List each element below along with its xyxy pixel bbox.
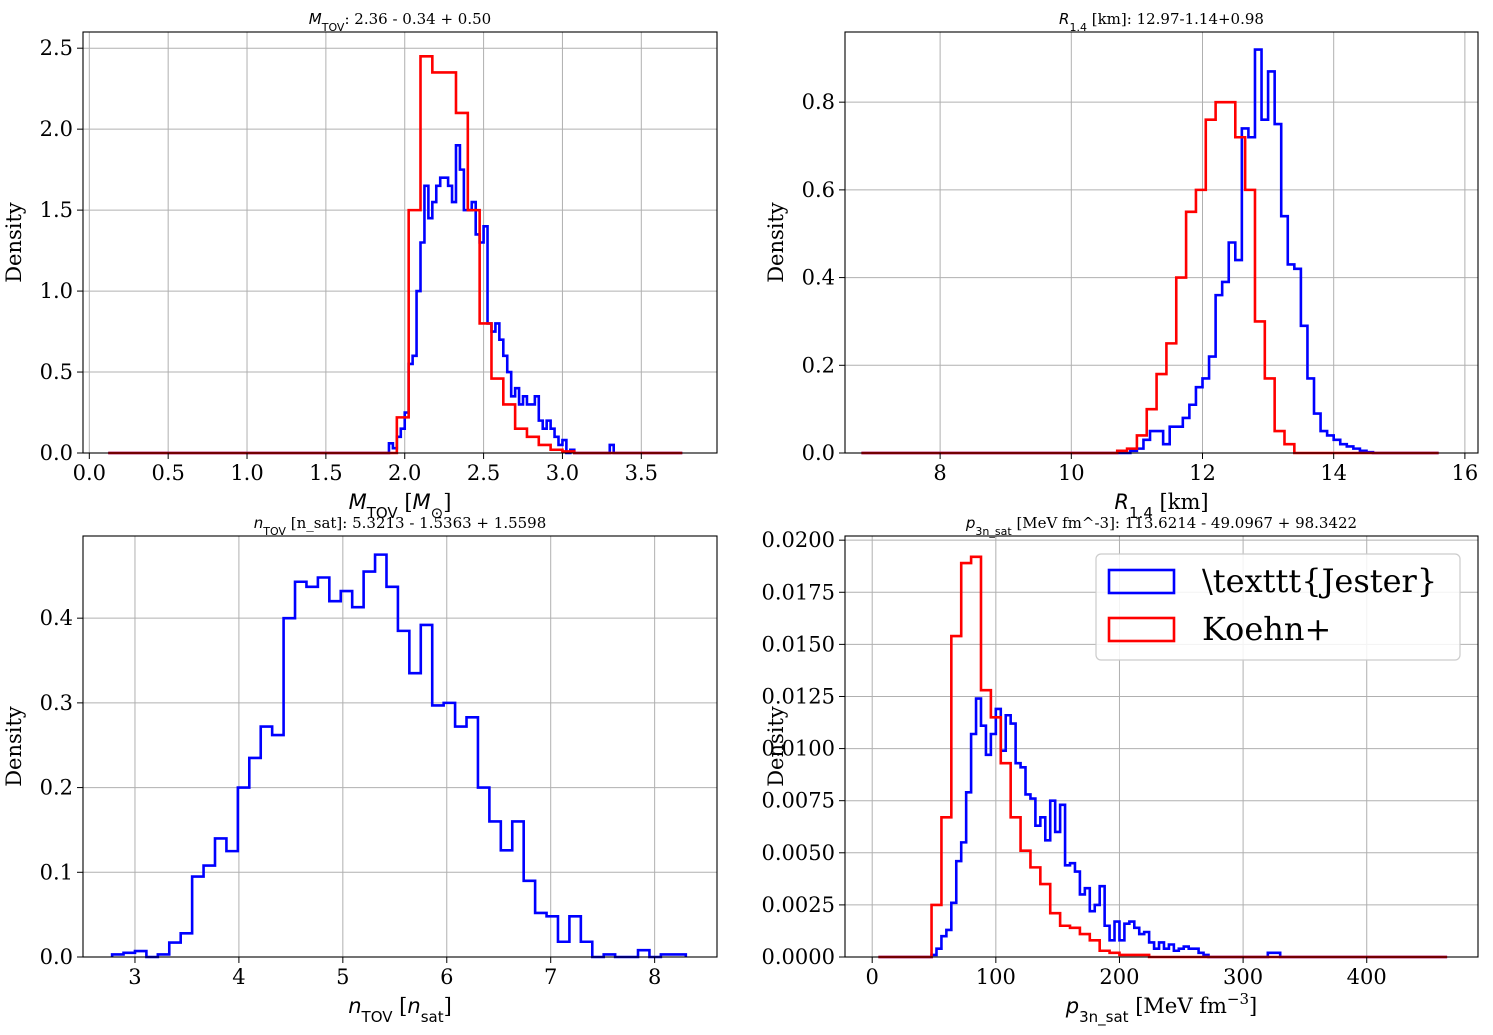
x-tick-label: 16 xyxy=(1452,461,1479,485)
y-tick-label: 2.0 xyxy=(40,117,73,141)
y-tick-label: 0.4 xyxy=(40,606,73,630)
y-tick-label: 0.0075 xyxy=(762,789,835,813)
y-tick-label: 1.0 xyxy=(40,279,73,303)
y-tick-label: 0.1 xyxy=(40,860,73,884)
y-tick-label: 0.0 xyxy=(40,945,73,969)
histogram-koehn xyxy=(861,100,1439,455)
axes-frame xyxy=(844,31,1479,454)
legend-swatch-jester xyxy=(1107,568,1176,595)
x-tick-label: 300 xyxy=(1223,965,1263,989)
x-tick-label: 5 xyxy=(336,965,349,989)
x-tick-label: 7 xyxy=(544,965,557,989)
histogram-jester xyxy=(110,553,688,959)
y-tick-label: 2.5 xyxy=(40,36,73,60)
y-tick-label: 0.4 xyxy=(802,266,835,290)
y-axis-label: Density xyxy=(764,706,788,787)
legend-label-jester: \texttt{Jester} xyxy=(1202,562,1437,600)
x-tick-label: 2.5 xyxy=(467,461,500,485)
x-tick-label: 3 xyxy=(128,965,141,989)
y-tick-label: 0.2 xyxy=(40,776,73,800)
y-axis-label: Density xyxy=(2,202,26,283)
y-tick-label: 0.3 xyxy=(40,691,73,715)
y-tick-label: 0.0200 xyxy=(762,528,835,552)
y-tick-label: 0.0 xyxy=(802,441,835,465)
x-tick-label: 400 xyxy=(1347,965,1387,989)
y-tick-label: 0.0100 xyxy=(762,737,835,761)
legend-frame xyxy=(1095,553,1461,661)
y-tick-label: 0.0025 xyxy=(762,893,835,917)
histogram-jester xyxy=(861,48,1439,455)
x-tick-label: 3.0 xyxy=(546,461,579,485)
y-tick-label: 1.5 xyxy=(40,198,73,222)
x-tick-label: 8 xyxy=(648,965,661,989)
x-axis-label: p3n_sat [MeV fm−3] xyxy=(1065,990,1257,1027)
y-tick-label: 0.8 xyxy=(802,90,835,114)
subplot-1: 0.0 0.5 1.0 1.5 2.0 2.5 3.0 3.5 0.0 0.5 1.0 1.5 2.0 2… xyxy=(2,10,718,522)
subplot-3: 3 4 5 6 7 8 0.0 0.1 0.2 0.3 0.4 Density nTOV [nsat] n… xyxy=(2,514,718,1026)
x-tick-label: 8 xyxy=(933,461,946,485)
axes-frame xyxy=(82,535,718,958)
x-tick-label: 6 xyxy=(440,965,453,989)
subplot-4: 0 100 200 300 400 0.0000 0.0025 0.0050 0.0075 0.0… xyxy=(762,514,1479,1027)
y-tick-label: 0.0000 xyxy=(762,945,835,969)
x-tick-label: 10 xyxy=(1058,461,1085,485)
x-tick-label: 14 xyxy=(1320,461,1347,485)
x-tick-label: 12 xyxy=(1189,461,1216,485)
subplot-title: nTOV [n_sat]: 5.3213 - 1.5363 + 1.5598 xyxy=(254,514,547,538)
y-axis-label: Density xyxy=(2,706,26,787)
y-tick-label: 0.0 xyxy=(40,441,73,465)
x-tick-label: 100 xyxy=(976,965,1016,989)
axes-frame xyxy=(82,31,718,454)
x-axis-label: R1.4 [km] xyxy=(1114,490,1208,522)
y-tick-label: 0.0050 xyxy=(762,841,835,865)
axes-frame xyxy=(844,535,1479,958)
y-tick-label: 0.0150 xyxy=(762,632,835,656)
histogram-jester xyxy=(878,697,1448,959)
y-tick-label: 0.0175 xyxy=(762,580,835,604)
x-axis-label: MTOV [M⊙] xyxy=(349,490,452,522)
x-axis-label: nTOV [nsat] xyxy=(348,994,452,1026)
histogram-koehn xyxy=(878,555,1448,959)
y-axis-label: Density xyxy=(764,202,788,283)
y-tick-label: 0.0125 xyxy=(762,684,835,708)
x-tick-label: 200 xyxy=(1099,965,1139,989)
x-tick-label: 0.5 xyxy=(151,461,184,485)
histogram-jester xyxy=(108,144,683,455)
x-tick-label: 1.5 xyxy=(309,461,342,485)
y-tick-label: 0.2 xyxy=(802,353,835,377)
legend-swatch-koehn xyxy=(1107,616,1176,643)
subplot-title: p3n_sat [MeV fm^-3]: 113.6214 - 49.0967 … xyxy=(965,514,1357,538)
x-tick-label: 4 xyxy=(232,965,245,989)
subplot-2: 8 10 12 14 16 0.0 0.2 0.4 0.6 0.8 Density R1.4 [km]… xyxy=(764,10,1479,522)
x-tick-label: 2.0 xyxy=(388,461,421,485)
x-tick-label: 1.0 xyxy=(230,461,263,485)
subplot-title: MTOV: 2.36 - 0.34 + 0.50 xyxy=(309,10,491,34)
legend: \texttt{Jester} Koehn+ xyxy=(1095,553,1461,661)
x-tick-label: 0 xyxy=(866,965,879,989)
y-tick-label: 0.5 xyxy=(40,360,73,384)
histogram-koehn xyxy=(108,54,683,455)
legend-label-koehn: Koehn+ xyxy=(1202,610,1331,648)
x-tick-label: 0.0 xyxy=(73,461,106,485)
x-tick-label: 3.5 xyxy=(625,461,658,485)
y-tick-label: 0.6 xyxy=(802,178,835,202)
subplot-title: R1.4 [km]: 12.97-1.14+0.98 xyxy=(1059,10,1264,34)
